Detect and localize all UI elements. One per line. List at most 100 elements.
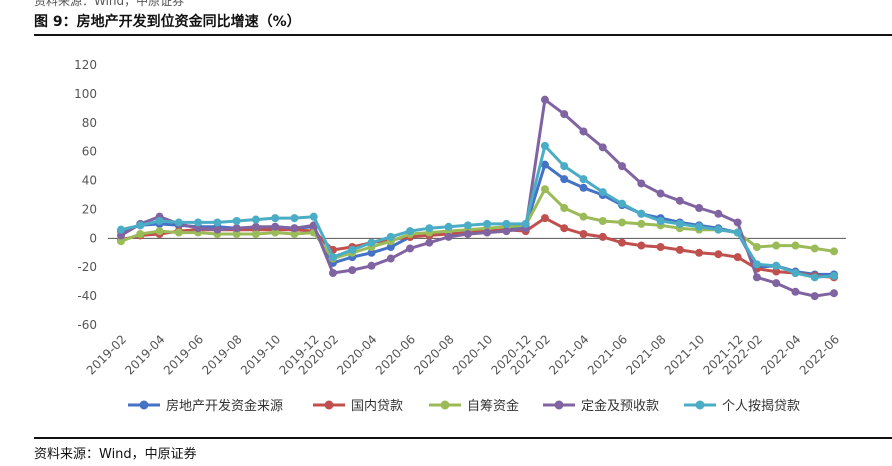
x-tick-label: 2020-08 xyxy=(411,332,456,377)
data-point xyxy=(290,230,299,238)
data-point xyxy=(502,219,511,228)
x-tick-label: 2019-10 xyxy=(238,332,283,377)
data-point xyxy=(637,179,646,188)
data-point xyxy=(348,245,357,254)
data-point xyxy=(637,209,646,218)
data-point xyxy=(598,143,607,152)
y-tick-label: -20 xyxy=(77,260,97,274)
data-point xyxy=(656,217,665,225)
data-point xyxy=(618,218,627,227)
data-point xyxy=(791,241,800,250)
y-tick-label: 80 xyxy=(82,116,97,130)
data-point xyxy=(579,212,588,221)
data-point xyxy=(714,225,723,234)
data-point xyxy=(386,232,395,241)
x-tick-label: 2021-06 xyxy=(585,332,630,377)
data-point xyxy=(733,218,742,227)
data-point xyxy=(772,279,781,288)
data-point xyxy=(232,224,241,233)
data-point xyxy=(752,273,761,282)
y-axis: 120 100 80 60 40 20 0 -20 -40 -60 xyxy=(74,58,97,332)
data-point xyxy=(406,227,415,236)
data-point xyxy=(656,243,665,251)
x-tick-label: 2019-06 xyxy=(161,332,206,377)
data-point xyxy=(483,219,492,228)
data-point xyxy=(251,215,260,224)
data-point xyxy=(675,219,684,228)
data-point xyxy=(733,228,742,237)
data-point xyxy=(579,175,588,184)
data-point xyxy=(810,273,819,282)
data-point xyxy=(675,245,684,254)
data-point xyxy=(463,230,472,238)
data-point xyxy=(714,209,723,218)
x-tick-label: 2022-06 xyxy=(797,332,842,377)
data-point xyxy=(598,217,607,225)
data-point xyxy=(675,196,684,205)
data-point xyxy=(425,238,434,247)
data-point xyxy=(155,217,164,225)
x-tick-label: 2022-04 xyxy=(758,332,803,377)
data-point xyxy=(810,244,819,253)
data-point xyxy=(348,266,357,275)
data-point xyxy=(540,214,549,223)
y-tick-label: 120 xyxy=(74,58,97,72)
data-point xyxy=(328,253,337,262)
data-point xyxy=(194,224,203,233)
legend-swatch-marker xyxy=(695,400,705,410)
data-point xyxy=(810,292,819,301)
data-point xyxy=(213,225,222,234)
data-point xyxy=(232,217,241,225)
data-point xyxy=(560,204,569,212)
x-axis: 2019-022019-042019-062019-082019-102019-… xyxy=(84,332,842,377)
legend-item: 自筹资金 xyxy=(429,398,519,414)
data-point xyxy=(637,241,646,250)
series-layer xyxy=(117,95,838,301)
data-point xyxy=(540,185,549,194)
legend-swatch-marker xyxy=(554,400,564,410)
y-tick-label: 40 xyxy=(82,174,97,188)
series-5 xyxy=(117,141,838,282)
data-point xyxy=(598,232,607,241)
data-point xyxy=(386,254,395,263)
legend-item: 国内贷款 xyxy=(313,398,403,414)
data-point xyxy=(174,228,183,237)
legend-label: 国内贷款 xyxy=(351,398,403,414)
data-point xyxy=(540,141,549,150)
data-point xyxy=(618,238,627,247)
data-point xyxy=(406,244,415,253)
legend-label: 自筹资金 xyxy=(467,398,519,414)
data-point xyxy=(271,222,280,231)
legend-item: 定金及预收款 xyxy=(543,398,659,414)
x-tick-label: 2019-08 xyxy=(199,332,244,377)
data-point xyxy=(425,224,434,233)
data-point xyxy=(560,224,569,233)
series-line xyxy=(120,98,835,298)
series-line xyxy=(120,144,835,279)
legend-label: 房地产开发资金来源 xyxy=(166,398,283,414)
data-point xyxy=(695,204,704,212)
data-point xyxy=(367,238,376,247)
data-point xyxy=(791,287,800,296)
data-point xyxy=(830,271,838,280)
data-point xyxy=(117,237,125,246)
legend-item: 个人按揭贷款 xyxy=(684,399,800,414)
data-point xyxy=(194,218,203,227)
data-point xyxy=(251,222,260,231)
x-tick-label: 2020-04 xyxy=(334,332,379,377)
y-tick-label: -40 xyxy=(77,289,97,303)
data-point xyxy=(618,199,627,208)
series-line xyxy=(120,163,834,276)
data-point xyxy=(155,227,164,236)
data-point xyxy=(367,248,376,257)
legend-swatch-marker xyxy=(139,400,149,410)
data-point xyxy=(772,267,781,276)
data-point xyxy=(232,230,241,238)
y-tick-label: 0 xyxy=(89,231,97,245)
data-point xyxy=(752,243,761,251)
x-tick-label: 2021-08 xyxy=(623,332,668,377)
data-point xyxy=(540,160,549,169)
data-point xyxy=(502,227,511,236)
footer-divider xyxy=(34,437,892,439)
